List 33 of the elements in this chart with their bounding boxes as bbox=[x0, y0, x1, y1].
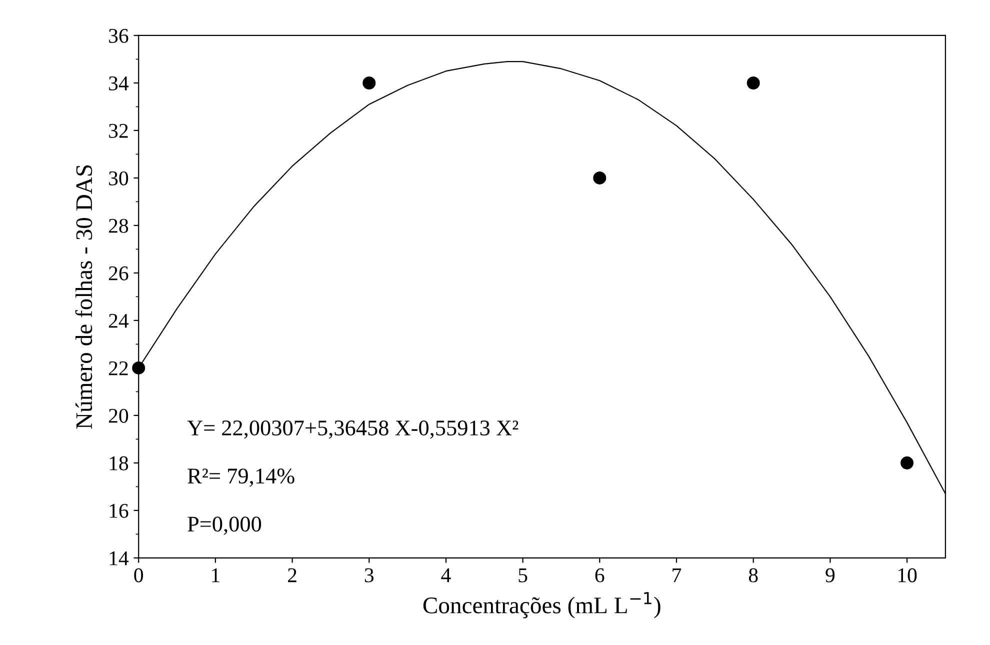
y-tick-label: 22 bbox=[108, 361, 128, 376]
x-tick-label: 7 bbox=[672, 568, 682, 582]
x-tick-label: 2 bbox=[288, 568, 296, 582]
y-tick-label: 32 bbox=[109, 124, 128, 138]
y-tick-label: 36 bbox=[109, 28, 128, 43]
x-tick-label: 3 bbox=[364, 568, 374, 582]
x-tick-label: 5 bbox=[518, 568, 528, 582]
annotation: R²= 79,14% bbox=[188, 468, 294, 487]
point bbox=[746, 76, 760, 90]
x-tick-label: 8 bbox=[748, 568, 758, 582]
x-tick-label: 1 bbox=[212, 568, 220, 582]
annotation: P=0,000 bbox=[188, 516, 262, 535]
x-tick-label: 9 bbox=[826, 568, 835, 582]
y-tick-label: 26 bbox=[108, 266, 128, 280]
point bbox=[900, 456, 914, 470]
y-tick-label: 34 bbox=[109, 76, 129, 90]
x-tick-label: 4 bbox=[441, 568, 451, 582]
annotation: Y= 22,00307+5,36458 X-0,55913 X² bbox=[187, 420, 518, 439]
y-tick-label: 20 bbox=[108, 408, 128, 423]
x-axis-title: Concentrações (mL L$^{−1}$) bbox=[423, 592, 660, 618]
y-tick-label: 18 bbox=[110, 456, 128, 470]
x-tick-label: 0 bbox=[134, 568, 144, 582]
point bbox=[593, 171, 606, 184]
x-tick-label: 10 bbox=[898, 568, 917, 582]
y-tick-label: 24 bbox=[108, 314, 129, 328]
y-axis-title: Número de folhas - 30 DAS bbox=[75, 165, 92, 429]
y-tick-label: 14 bbox=[110, 551, 129, 566]
y-tick-label: 28 bbox=[108, 218, 128, 233]
x-tick-label: 6 bbox=[595, 568, 604, 582]
point bbox=[362, 76, 376, 90]
point bbox=[132, 361, 146, 374]
y-tick-label: 16 bbox=[110, 504, 128, 518]
y-tick-label: 30 bbox=[109, 171, 128, 186]
